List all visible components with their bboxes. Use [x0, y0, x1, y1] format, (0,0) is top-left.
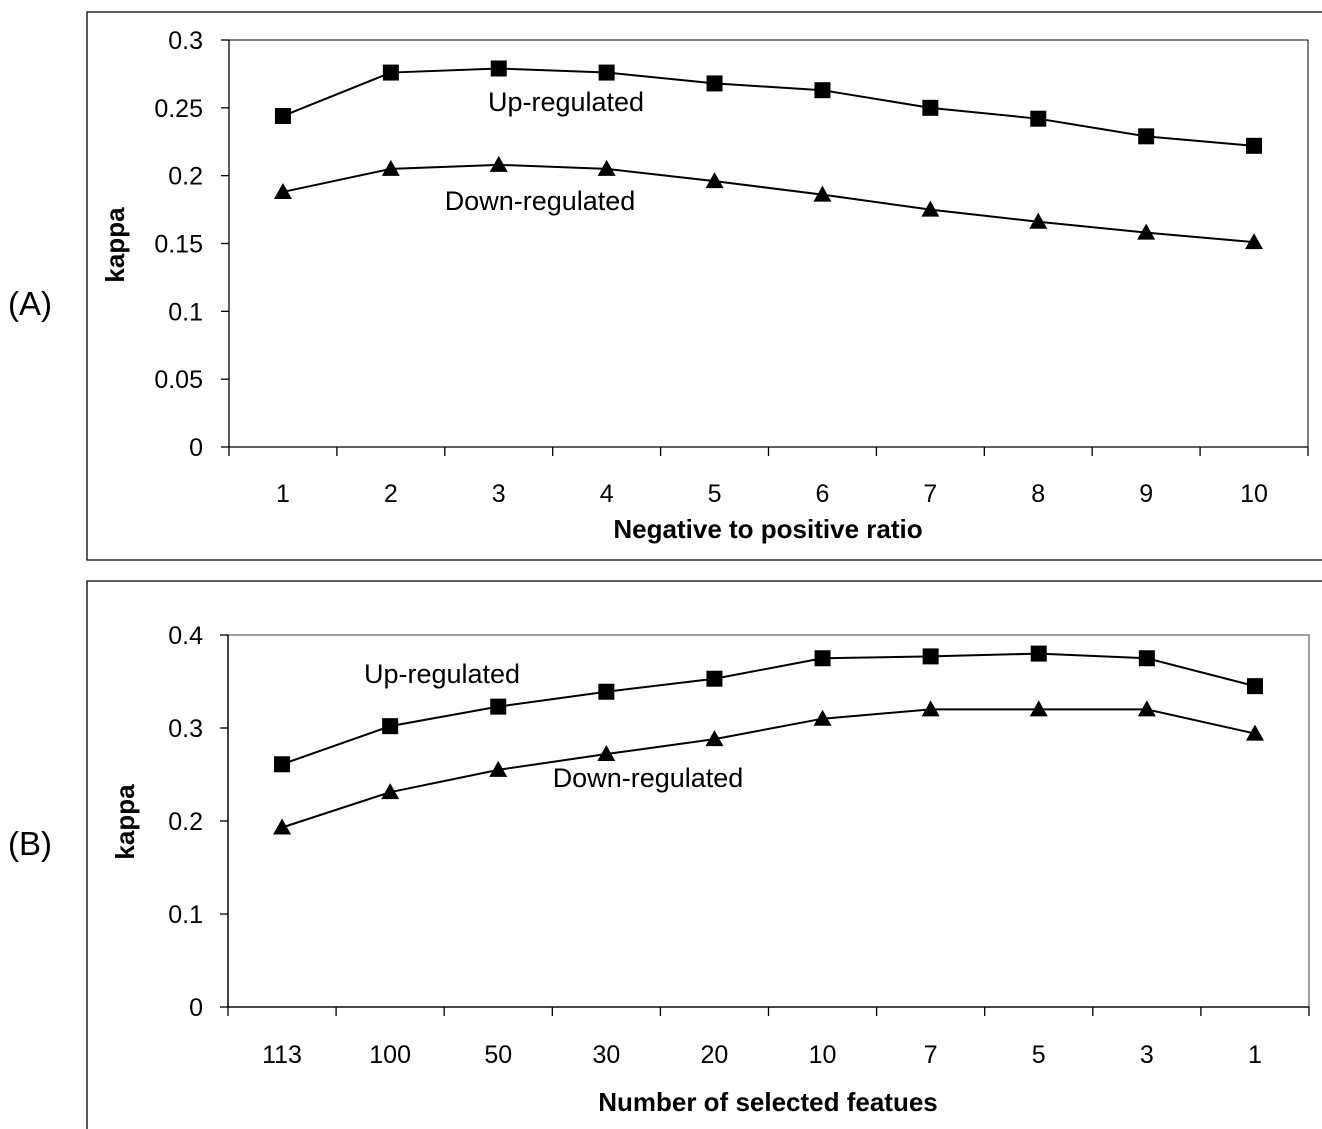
- y-tick-label: 0: [189, 994, 203, 1022]
- series-line-down-regulated: [281, 708, 1256, 829]
- data-point-square: [274, 107, 291, 124]
- data-point-triangle: [273, 818, 292, 835]
- y-tick-label: 0.05: [154, 366, 203, 394]
- panel-b: (B) 0 0.1 0.2 0.3 0.4 113 100 50 30 20 10 7 5 3 1 kap…: [8, 580, 1322, 1129]
- data-point-triangle: [1029, 212, 1048, 229]
- x-tick-label: 7: [924, 1041, 938, 1069]
- data-point-square: [706, 75, 723, 92]
- data-point-square: [1138, 650, 1155, 667]
- data-point-triangle: [921, 200, 940, 217]
- data-point-square: [1138, 128, 1155, 145]
- panel-a-series: [273, 60, 1264, 250]
- data-point-triangle: [597, 159, 616, 176]
- panel-b-y-axis-title: kappa: [110, 784, 140, 860]
- panel-a-series-label-up: Up-regulated: [488, 87, 644, 117]
- x-tick-label: 50: [484, 1041, 512, 1069]
- y-tick-label: 0.3: [168, 715, 203, 743]
- y-tick-label: 0.2: [168, 808, 203, 836]
- panel-b-label: (B): [8, 825, 52, 862]
- panel-a-frame: [86, 11, 1322, 561]
- data-point-square: [1246, 137, 1263, 154]
- y-tick-label: 0.1: [168, 901, 203, 929]
- panel-b-plot-area: [227, 634, 1310, 1008]
- data-point-triangle: [489, 155, 508, 172]
- series-line-up-regulated: [282, 67, 1255, 147]
- panel-b-series: [273, 645, 1264, 835]
- panel-b-series-label-down: Down-regulated: [553, 763, 744, 793]
- data-point-triangle: [381, 159, 400, 176]
- x-tick-label: 100: [369, 1041, 411, 1069]
- data-point-triangle: [1245, 724, 1264, 741]
- data-point-triangle: [813, 709, 832, 726]
- data-point-square: [598, 683, 615, 700]
- y-tick-label: 0.4: [168, 622, 203, 650]
- data-point-square: [598, 64, 615, 81]
- panel-b-x-axis-title: Number of selected featues: [598, 1087, 938, 1117]
- data-point-square: [706, 670, 723, 687]
- x-tick-label: 3: [492, 480, 506, 508]
- panel-a-plot-area: [228, 39, 1309, 448]
- y-tick-label: 0.1: [168, 298, 203, 326]
- data-point-square: [814, 650, 831, 667]
- data-point-triangle: [597, 745, 616, 762]
- series-line-down-regulated: [282, 163, 1255, 244]
- data-point-triangle: [921, 700, 940, 717]
- x-tick-label: 1: [276, 480, 290, 508]
- y-tick-label: 0: [189, 434, 203, 462]
- x-tick-label: 5: [1032, 1041, 1046, 1069]
- data-point-square: [1030, 110, 1047, 127]
- x-tick-label: 20: [701, 1041, 729, 1069]
- x-tick-label: 4: [600, 480, 614, 508]
- panel-b-y-axis: 0 0.1 0.2 0.3 0.4: [168, 622, 229, 1022]
- x-tick-label: 7: [923, 480, 937, 508]
- panel-b-series-label-up: Up-regulated: [364, 659, 520, 689]
- panel-a-series-label-down: Down-regulated: [445, 186, 636, 216]
- data-point-square: [382, 718, 399, 735]
- data-point-triangle: [705, 172, 724, 189]
- panel-b-x-axis: 113 100 50 30 20 10 7 5 3 1: [227, 1006, 1310, 1069]
- panel-a-y-axis: 0 0.05 0.1 0.15 0.2 0.25 0.3: [154, 27, 230, 462]
- data-point-triangle: [489, 760, 508, 777]
- x-tick-label: 30: [592, 1041, 620, 1069]
- y-tick-label: 0.25: [154, 95, 203, 123]
- data-point-square: [1246, 678, 1263, 695]
- x-tick-label: 8: [1031, 480, 1045, 508]
- data-point-square: [382, 64, 399, 81]
- data-point-triangle: [273, 182, 292, 199]
- panel-a-y-axis-title: kappa: [100, 207, 130, 283]
- panel-a-x-axis-title: Negative to positive ratio: [613, 514, 922, 544]
- series-line-up-regulated: [281, 652, 1256, 766]
- data-point-square: [1030, 645, 1047, 662]
- data-point-square: [490, 60, 507, 77]
- data-point-square: [490, 698, 507, 715]
- y-tick-label: 0.2: [168, 163, 203, 191]
- x-tick-label: 1: [1248, 1041, 1262, 1069]
- data-point-triangle: [1137, 700, 1156, 717]
- data-point-square: [274, 756, 291, 773]
- panel-a-label: (A): [8, 285, 52, 322]
- x-tick-label: 113: [262, 1041, 302, 1069]
- x-tick-label: 9: [1139, 480, 1153, 508]
- data-point-triangle: [1245, 233, 1264, 250]
- panel-b-frame: [86, 580, 1322, 1129]
- x-tick-label: 2: [384, 480, 398, 508]
- y-tick-label: 0.3: [168, 27, 203, 55]
- y-tick-label: 0.15: [154, 231, 203, 259]
- data-point-triangle: [381, 783, 400, 800]
- panel-a: (A) 0 0.05 0.1 0.15 0.2 0.25 0.3 1 2 3 4 5 6 7 8 9 10 k…: [8, 11, 1322, 561]
- data-point-triangle: [813, 185, 832, 202]
- data-point-square: [814, 82, 831, 99]
- data-point-triangle: [705, 730, 724, 747]
- data-point-triangle: [1029, 700, 1048, 717]
- data-point-square: [922, 648, 939, 665]
- data-point-triangle: [1137, 223, 1156, 240]
- data-point-square: [922, 99, 939, 116]
- x-tick-label: 5: [708, 480, 722, 508]
- x-tick-label: 3: [1140, 1041, 1154, 1069]
- x-tick-label: 10: [809, 1041, 837, 1069]
- panel-a-x-axis: 1 2 3 4 5 6 7 8 9 10: [228, 446, 1309, 508]
- x-tick-label: 6: [815, 480, 829, 508]
- x-tick-label: 10: [1240, 480, 1268, 508]
